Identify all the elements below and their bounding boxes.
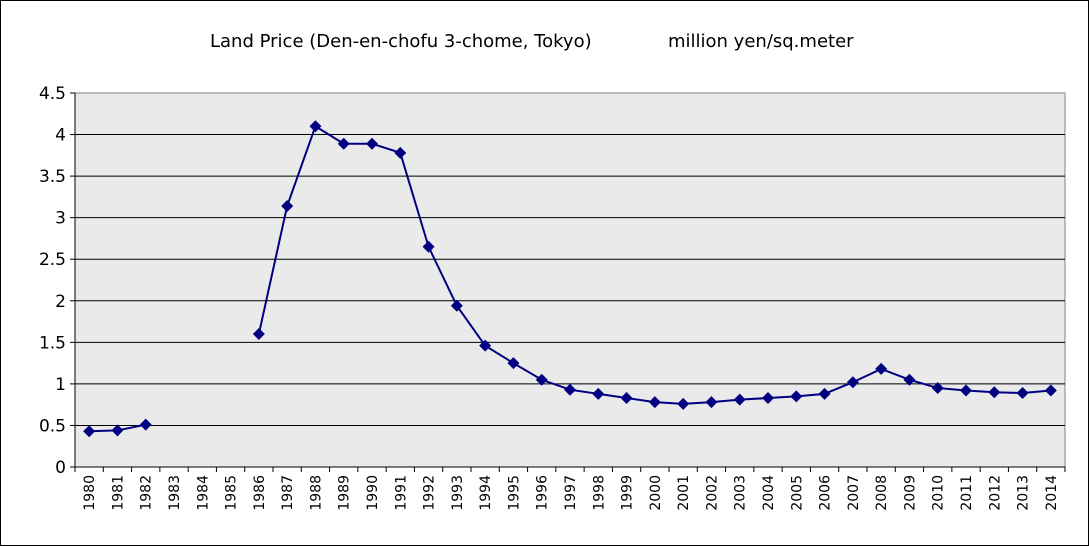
x-tick-label: 2004 (761, 475, 777, 511)
x-tick-label: 1990 (365, 475, 381, 511)
data-point-1990 (366, 137, 378, 150)
data-point-1991 (394, 146, 407, 159)
data-point-1997 (564, 383, 576, 396)
data-point-2014 (1044, 384, 1057, 397)
y-axis-ticks: 0 0.5 1 1.5 2 2.5 3 3.5 4 4.5 (39, 84, 75, 478)
y-tick-label: 1.5 (39, 333, 66, 353)
x-axis-ticks: 1980 1981 1982 1983 1984 1985 1986 1987 1988 1989… (74, 467, 1066, 511)
x-tick-label: 1985 (224, 475, 240, 511)
data-point-2006 (818, 387, 831, 400)
chart-unit-label: million yen/sq.meter (668, 31, 854, 52)
x-tick-label: 1997 (563, 475, 579, 511)
data-point-1987 (281, 200, 294, 213)
x-tick-label: 1986 (252, 475, 268, 511)
chart-title: Land Price (Den-en-chofu 3-chome, Tokyo) (210, 31, 592, 52)
gridlines (74, 93, 1065, 468)
data-point-2002 (705, 396, 718, 409)
x-tick-label: 2000 (648, 475, 664, 511)
data-point-1999 (620, 392, 633, 405)
data-point-2005 (790, 390, 803, 403)
plot-area (74, 92, 1066, 468)
x-tick-label: 1999 (620, 475, 636, 511)
data-point-2012 (988, 386, 1001, 399)
x-tick-label: 2007 (846, 475, 862, 511)
data-point-1981 (111, 424, 124, 437)
x-tick-label: 1996 (535, 475, 551, 511)
data-point-2010 (931, 382, 944, 395)
x-tick-label: 2014 (1044, 475, 1060, 511)
data-point-1982 (139, 418, 152, 431)
data-point-1998 (592, 387, 605, 400)
data-point-1996 (535, 373, 548, 386)
x-tick-label: 1980 (82, 475, 98, 511)
x-tick-label: 2012 (987, 475, 1003, 511)
x-tick-label: 1994 (478, 475, 494, 511)
y-tick-label: 1 (55, 375, 66, 395)
data-point-2003 (733, 393, 746, 406)
y-tick-label: 2.5 (39, 250, 66, 270)
data-point-1995 (507, 357, 520, 370)
y-tick-label: 0 (55, 458, 66, 478)
x-tick-label: 2009 (902, 475, 918, 511)
x-tick-label: 1988 (308, 475, 324, 511)
x-tick-label: 1991 (393, 475, 409, 511)
x-tick-label: 2003 (733, 475, 749, 511)
x-tick-label: 1989 (337, 475, 353, 511)
data-point-1992 (422, 240, 435, 253)
data-point-2004 (762, 392, 774, 405)
y-tick-label: 4.5 (39, 84, 66, 104)
data-point-1989 (337, 137, 350, 150)
x-tick-label: 1993 (450, 475, 466, 511)
data-point-2001 (677, 397, 690, 410)
x-tick-label: 1998 (591, 475, 607, 511)
data-point-2011 (960, 384, 972, 397)
data-point-2013 (1016, 387, 1029, 400)
data-point-1993 (450, 299, 463, 312)
data-point-2008 (875, 362, 888, 375)
x-tick-label: 2005 (789, 475, 805, 511)
series-group (83, 120, 1057, 438)
data-point-2000 (648, 396, 661, 409)
y-tick-label: 4 (55, 126, 66, 146)
x-tick-label: 2011 (959, 475, 975, 511)
y-tick-label: 3.5 (39, 167, 66, 187)
y-tick-label: 0.5 (39, 416, 66, 436)
y-tick-label: 3 (55, 209, 66, 229)
x-tick-label: 2002 (704, 475, 720, 511)
data-point-1988 (309, 120, 322, 133)
x-tick-label: 1982 (139, 475, 155, 511)
x-tick-label: 1992 (422, 475, 438, 511)
x-tick-label: 2008 (874, 475, 890, 511)
x-tick-label: 1995 (506, 475, 522, 511)
x-tick-label: 2001 (676, 475, 692, 511)
x-tick-label: 1981 (110, 475, 126, 511)
data-point-2007 (846, 376, 859, 389)
data-point-1986 (252, 328, 265, 341)
x-tick-label: 1983 (167, 475, 183, 511)
x-tick-label: 2013 (1016, 475, 1032, 511)
x-tick-label: 1987 (280, 475, 296, 511)
x-tick-label: 2010 (931, 475, 947, 511)
data-point-1994 (479, 339, 492, 352)
x-tick-label: 1984 (195, 475, 211, 511)
y-tick-label: 2 (55, 292, 66, 312)
x-tick-label: 2006 (818, 475, 834, 511)
data-point-1980 (83, 425, 96, 438)
data-point-2009 (903, 373, 916, 386)
